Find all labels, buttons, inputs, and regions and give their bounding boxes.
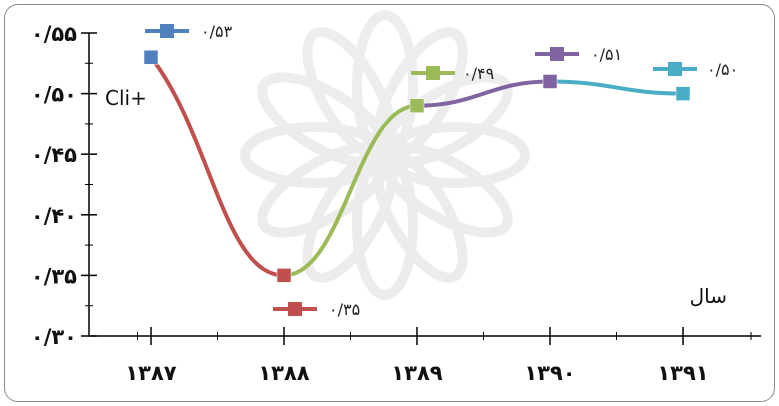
line-chart: ۰/۳۰ ۰/۳۵ ۰/۴۰ ۰/۴۵ ۰/۵۰ ۰/۵۵ ۱۳۸۷ ۱۳۸۸ ۱۳۸۹ ۱۳۹۰… xyxy=(31,10,761,385)
y-tick-label: ۰/۵۵ xyxy=(31,22,77,46)
data-point xyxy=(409,98,425,113)
x-tick-label: ۱۳۸۹ xyxy=(391,361,442,385)
y-tick-label: ۰/۳۰ xyxy=(31,325,77,349)
watermark-petal xyxy=(302,27,398,162)
y-tick-label: ۰/۴۵ xyxy=(31,143,77,167)
y-axis-title: Cli+ xyxy=(105,86,147,110)
x-tick-label: ۱۳۹۱ xyxy=(657,361,708,385)
data-label: ۰/۵۳ xyxy=(201,22,233,41)
watermark-petal xyxy=(380,122,530,188)
data-point xyxy=(276,268,292,283)
watermark xyxy=(240,10,530,300)
data-label-key-marker xyxy=(426,66,440,80)
x-tick-label: ۱۳۸۸ xyxy=(258,361,309,385)
x-axis-title: سال xyxy=(690,284,727,308)
data-label: ۰/۴۹ xyxy=(463,64,494,83)
y-tick-label: ۰/۵۰ xyxy=(31,83,77,107)
watermark-petal xyxy=(372,27,468,162)
data-point xyxy=(143,49,159,65)
watermark-petal xyxy=(352,10,418,160)
data-label-key-marker xyxy=(550,47,564,61)
series-line-segment xyxy=(415,79,552,108)
chart-frame: ۰/۳۰ ۰/۳۵ ۰/۴۰ ۰/۴۵ ۰/۵۰ ۰/۵۵ ۱۳۸۷ ۱۳۸۸ ۱۳۸۹ ۱۳۹۰… xyxy=(4,4,775,402)
watermark-petal xyxy=(352,150,418,300)
data-label: ۰/۵۰ xyxy=(707,60,738,79)
y-tick-label: ۰/۳۵ xyxy=(31,264,77,288)
watermark-petal xyxy=(302,148,398,283)
series-line-segment xyxy=(548,79,685,96)
watermark-petal xyxy=(372,148,468,283)
data-label-key-marker xyxy=(160,24,174,38)
data-label-key-marker xyxy=(668,62,682,76)
data-label: ۰/۳۵ xyxy=(329,300,360,319)
x-tick-label: ۱۳۸۷ xyxy=(125,361,176,385)
x-tick-label: ۱۳۹۰ xyxy=(524,361,575,385)
series-line-segment xyxy=(282,103,419,278)
data-point xyxy=(542,74,558,89)
watermark-petal xyxy=(378,142,513,238)
watermark-petal xyxy=(240,122,390,188)
data-point xyxy=(675,86,691,101)
series-line-segment xyxy=(149,55,286,278)
y-tick-label: ۰/۴۰ xyxy=(31,204,77,228)
data-label: ۰/۵۱ xyxy=(591,45,622,64)
watermark-petal xyxy=(257,72,392,168)
data-label-key-marker xyxy=(288,302,302,316)
